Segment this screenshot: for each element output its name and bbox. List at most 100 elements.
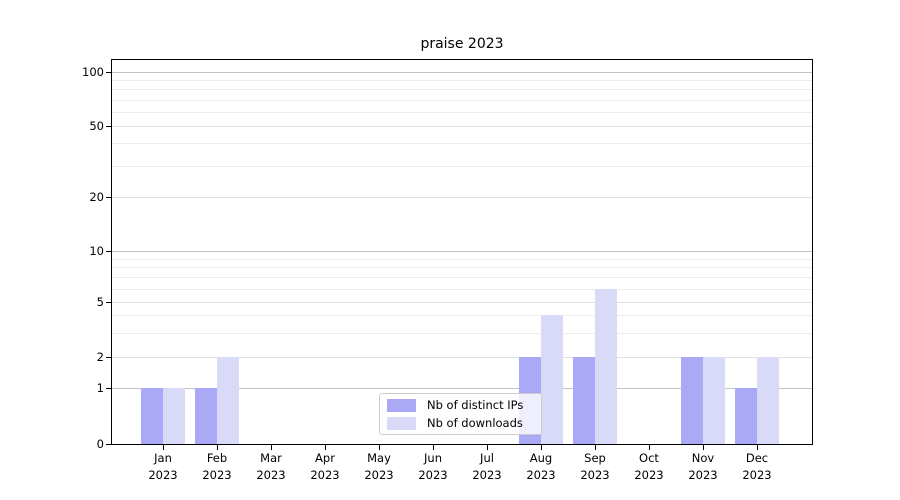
x-tick-label-line: Jun — [424, 451, 442, 465]
x-tick-label-line: Feb — [206, 451, 228, 465]
gridline — [112, 251, 812, 252]
bar-downloads-nov — [703, 357, 725, 444]
minor-gridline — [112, 258, 812, 260]
x-tick-mark — [757, 445, 758, 450]
x-tick-mark — [325, 445, 326, 450]
legend-swatch-distinct-ips — [387, 398, 416, 412]
bar-distinct-ips-feb — [195, 388, 217, 444]
minor-gridline — [112, 165, 812, 167]
minor-gridline — [112, 288, 812, 290]
x-tick-label-line: May — [367, 451, 391, 465]
legend-row: Nb of distinct IPs — [387, 397, 541, 412]
x-tick-label: Oct 2023 — [617, 450, 681, 484]
minor-gridline — [112, 315, 812, 317]
gridline — [112, 126, 812, 127]
y-tick-mark — [106, 443, 111, 445]
plot-area: Nb of distinct IPs Nb of downloads — [106, 59, 813, 450]
minor-gridline — [112, 111, 812, 113]
x-tick-label-line: Jan — [154, 451, 172, 465]
x-tick-mark — [379, 445, 380, 450]
x-tick-label-line: Oct — [639, 451, 659, 465]
x-tick-label-line: 2023 — [634, 468, 664, 482]
bar-downloads-aug — [541, 315, 563, 444]
minor-gridline — [112, 143, 812, 145]
x-tick-label: Mar 2023 — [239, 450, 303, 484]
y-tick-mark — [106, 387, 111, 389]
x-tick-label: Sep 2023 — [563, 450, 627, 484]
x-tick-label-line: 2023 — [526, 468, 556, 482]
x-tick-mark — [487, 445, 488, 450]
x-tick-label-line: 2023 — [310, 468, 340, 482]
x-tick-mark — [433, 445, 434, 450]
y-tick-label: 0 — [96, 437, 104, 451]
bar-downloads-dec — [757, 357, 779, 444]
y-tick-label: 2 — [96, 350, 104, 364]
x-tick-label-line: Dec — [745, 451, 769, 465]
x-tick-label: Nov 2023 — [671, 450, 735, 484]
minor-gridline — [112, 277, 812, 279]
x-tick-mark — [163, 445, 164, 450]
x-tick-label-line: 2023 — [742, 468, 772, 482]
y-tick-label: 100 — [82, 65, 104, 79]
x-tick-label-line: 2023 — [256, 468, 286, 482]
x-tick-label: Apr 2023 — [293, 450, 357, 484]
x-tick-label-line: Sep — [584, 451, 606, 465]
x-tick-label-line: Nov — [691, 451, 715, 465]
x-tick-label: Dec 2023 — [725, 450, 789, 484]
bar-distinct-ips-dec — [735, 388, 757, 444]
x-tick-label-line: 2023 — [472, 468, 502, 482]
y-tick-mark — [106, 301, 111, 303]
x-tick-label-line: Aug — [529, 451, 553, 465]
gridline — [112, 302, 812, 303]
y-tick-mark — [106, 71, 111, 73]
x-tick-label-line: Mar — [260, 451, 282, 465]
gridline — [112, 72, 812, 73]
y-tick-label: 20 — [89, 190, 104, 204]
gridline — [112, 357, 812, 358]
x-tick-label: Jun 2023 — [401, 450, 465, 484]
minor-gridline — [112, 80, 812, 82]
bar-downloads-jan — [163, 388, 185, 444]
y-tick-label: 50 — [89, 119, 104, 133]
bar-distinct-ips-jan — [141, 388, 163, 444]
minor-gridline — [112, 99, 812, 101]
minor-gridline — [112, 332, 812, 334]
x-tick-label-line: Jul — [480, 451, 494, 465]
y-tick-mark — [106, 125, 111, 127]
x-tick-label-line: 2023 — [418, 468, 448, 482]
bar-downloads-feb — [217, 357, 239, 444]
y-tick-mark — [106, 196, 111, 198]
x-tick-mark — [541, 445, 542, 450]
x-tick-label: May 2023 — [347, 450, 411, 484]
legend-label: Nb of distinct IPs — [427, 397, 524, 412]
x-tick-label-line: 2023 — [580, 468, 610, 482]
minor-gridline — [112, 89, 812, 91]
gridline — [112, 388, 812, 389]
legend: Nb of distinct IPs Nb of downloads — [379, 393, 542, 435]
y-tick-label: 5 — [96, 295, 104, 309]
x-tick-mark — [703, 445, 704, 450]
x-tick-label: Aug 2023 — [509, 450, 573, 484]
x-tick-label-line: Apr — [315, 451, 335, 465]
legend-row: Nb of downloads — [387, 415, 541, 430]
x-tick-mark — [271, 445, 272, 450]
legend-label: Nb of downloads — [427, 415, 523, 430]
bar-distinct-ips-sep — [573, 357, 595, 444]
x-tick-mark — [649, 445, 650, 450]
y-tick-mark — [106, 250, 111, 252]
x-tick-label: Jan 2023 — [131, 450, 195, 484]
y-tick-mark — [106, 356, 111, 358]
gridline — [112, 197, 812, 198]
x-tick-label: Jul 2023 — [455, 450, 519, 484]
x-tick-mark — [595, 445, 596, 450]
x-tick-label-line: 2023 — [148, 468, 178, 482]
y-tick-label: 10 — [89, 244, 104, 258]
x-tick-label-line: 2023 — [688, 468, 718, 482]
x-tick-label-line: 2023 — [202, 468, 232, 482]
legend-swatch-downloads — [387, 416, 416, 430]
y-tick-label: 1 — [96, 381, 104, 395]
bar-distinct-ips-nov — [681, 357, 703, 444]
x-tick-mark — [217, 445, 218, 450]
bar-downloads-sep — [595, 288, 617, 444]
